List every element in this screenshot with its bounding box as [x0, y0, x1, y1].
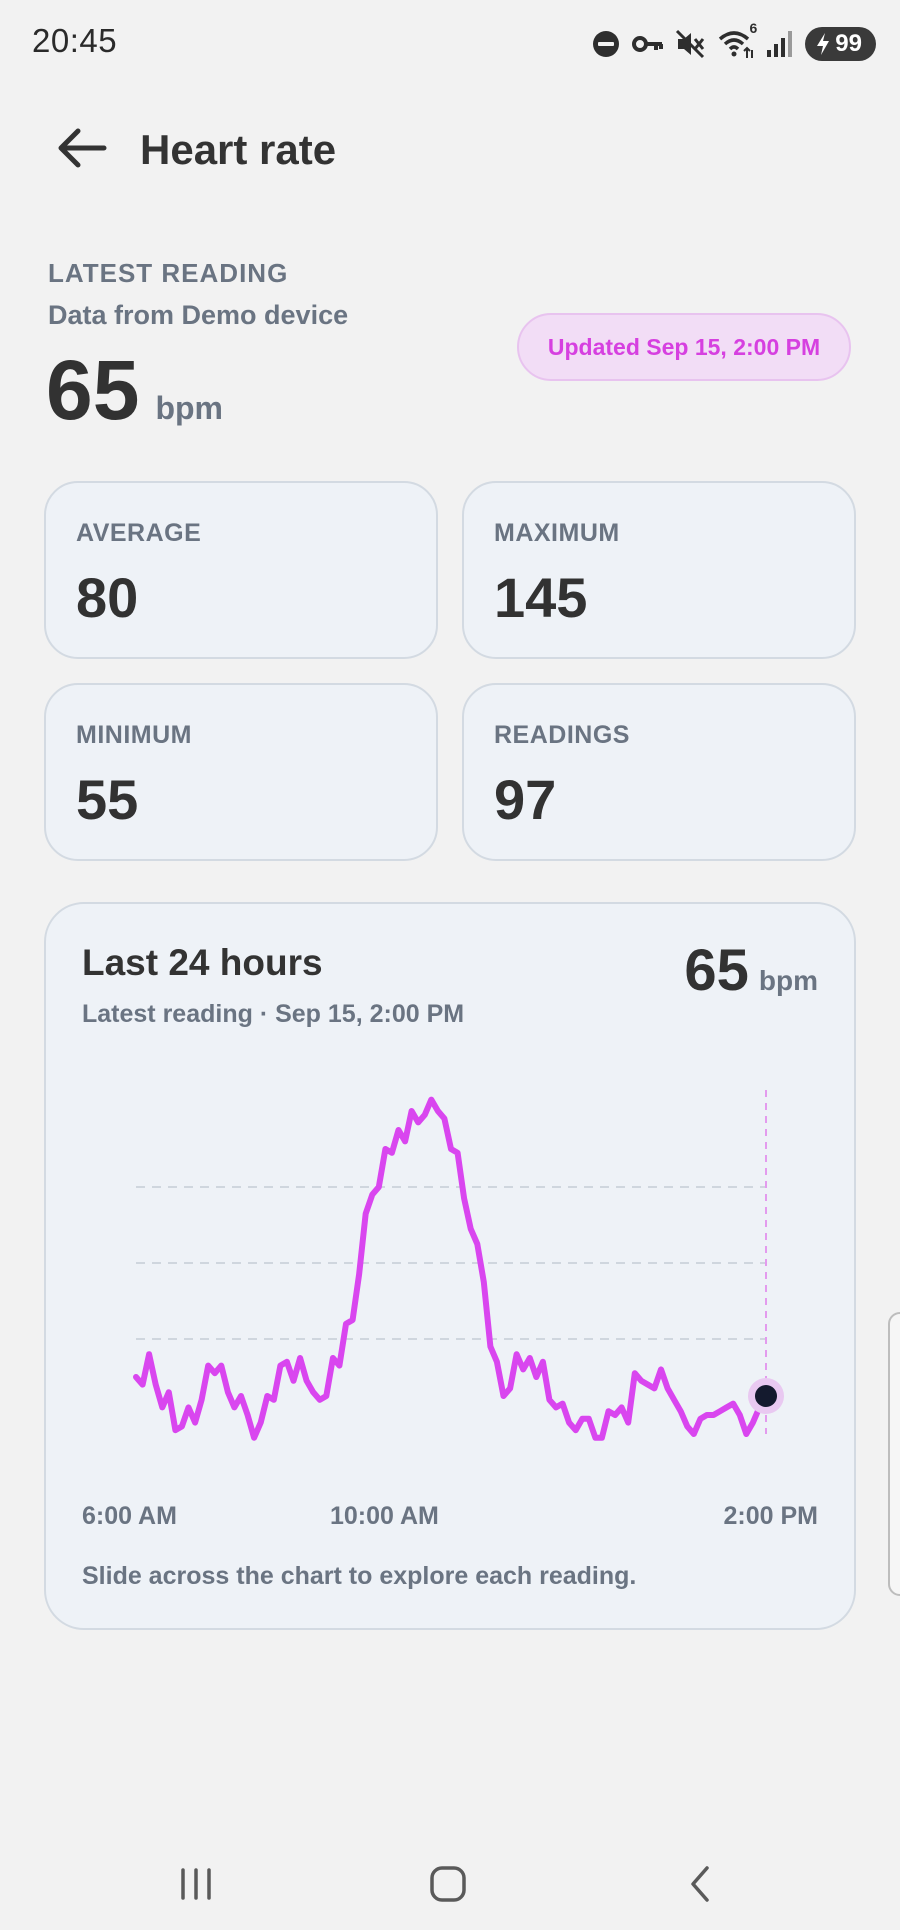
vpn-key-icon — [631, 29, 665, 59]
stat-value: 145 — [494, 566, 588, 629]
heart-rate-chart[interactable] — [46, 904, 854, 1628]
home-button[interactable] — [408, 1858, 488, 1914]
chart-reading-number: 65 — [684, 938, 749, 1003]
status-bar: 20:45 6 99 — [0, 0, 900, 86]
arrow-left-icon — [56, 126, 108, 175]
mute-icon — [675, 29, 707, 59]
chart-reading-unit: bpm — [758, 965, 818, 996]
updated-badge: Updated Sep 15, 2:00 PM — [517, 313, 851, 381]
system-back-button[interactable] — [660, 1858, 740, 1914]
chart-subtitle: Latest reading · Sep 15, 2:00 PM — [82, 1000, 465, 1028]
page-title: Heart rate — [140, 126, 337, 173]
nav-back-icon — [685, 1864, 715, 1909]
latest-number: 65 — [46, 343, 140, 437]
heart-rate-series-line — [133, 1096, 769, 1441]
battery-level: 99 — [835, 30, 862, 57]
stat-card-minimum: MINIMUM 55 — [44, 683, 438, 861]
x-tick-label-middle: 10:00 AM — [330, 1502, 439, 1530]
home-icon — [428, 1864, 468, 1909]
x-tick-label-start: 6:00 AM — [82, 1502, 177, 1530]
x-tick-label-end: 2:00 PM — [723, 1502, 818, 1530]
wifi-badge: 6 — [749, 20, 758, 36]
stat-label: READINGS — [494, 721, 630, 749]
app-bar: Heart rate — [0, 110, 900, 190]
navigation-bar — [0, 1840, 900, 1930]
chart-card: Last 24 hours Latest reading · Sep 15, 2… — [44, 902, 856, 1630]
stat-value: 80 — [76, 566, 139, 629]
chart-gridlines — [136, 1186, 766, 1340]
stat-label: MAXIMUM — [494, 519, 620, 547]
data-source: Data from Demo device — [48, 300, 349, 330]
latest-reading-value: 65 bpm — [46, 348, 223, 432]
chart-title: Last 24 hours — [82, 942, 323, 983]
selected-point[interactable] — [755, 1385, 777, 1407]
latest-unit: bpm — [155, 390, 223, 426]
latest-reading-label: LATEST READING — [48, 258, 289, 288]
back-button[interactable] — [50, 122, 114, 178]
stat-card-average: AVERAGE 80 — [44, 481, 438, 659]
stat-value: 55 — [76, 768, 139, 831]
battery-charging-icon — [815, 32, 831, 56]
recent-apps-button[interactable] — [156, 1858, 236, 1914]
signal-icon — [765, 29, 795, 59]
edge-panel-handle[interactable] — [888, 1312, 900, 1596]
recent-apps-icon — [176, 1866, 216, 1907]
do-not-disturb-icon — [591, 29, 621, 59]
status-icons: 6 99 — [591, 20, 876, 64]
status-time: 20:45 — [32, 22, 118, 59]
stat-value: 97 — [494, 768, 557, 831]
stat-card-readings: READINGS 97 — [462, 683, 856, 861]
battery-indicator: 99 — [805, 27, 876, 61]
stat-label: AVERAGE — [76, 519, 202, 547]
stat-card-maximum: MAXIMUM 145 — [462, 481, 856, 659]
chart-current-reading: 65 bpm — [684, 942, 818, 1000]
wifi-icon: 6 — [717, 20, 757, 60]
chart-hint: Slide across the chart to explore each r… — [82, 1562, 637, 1590]
stat-label: MINIMUM — [76, 721, 192, 749]
